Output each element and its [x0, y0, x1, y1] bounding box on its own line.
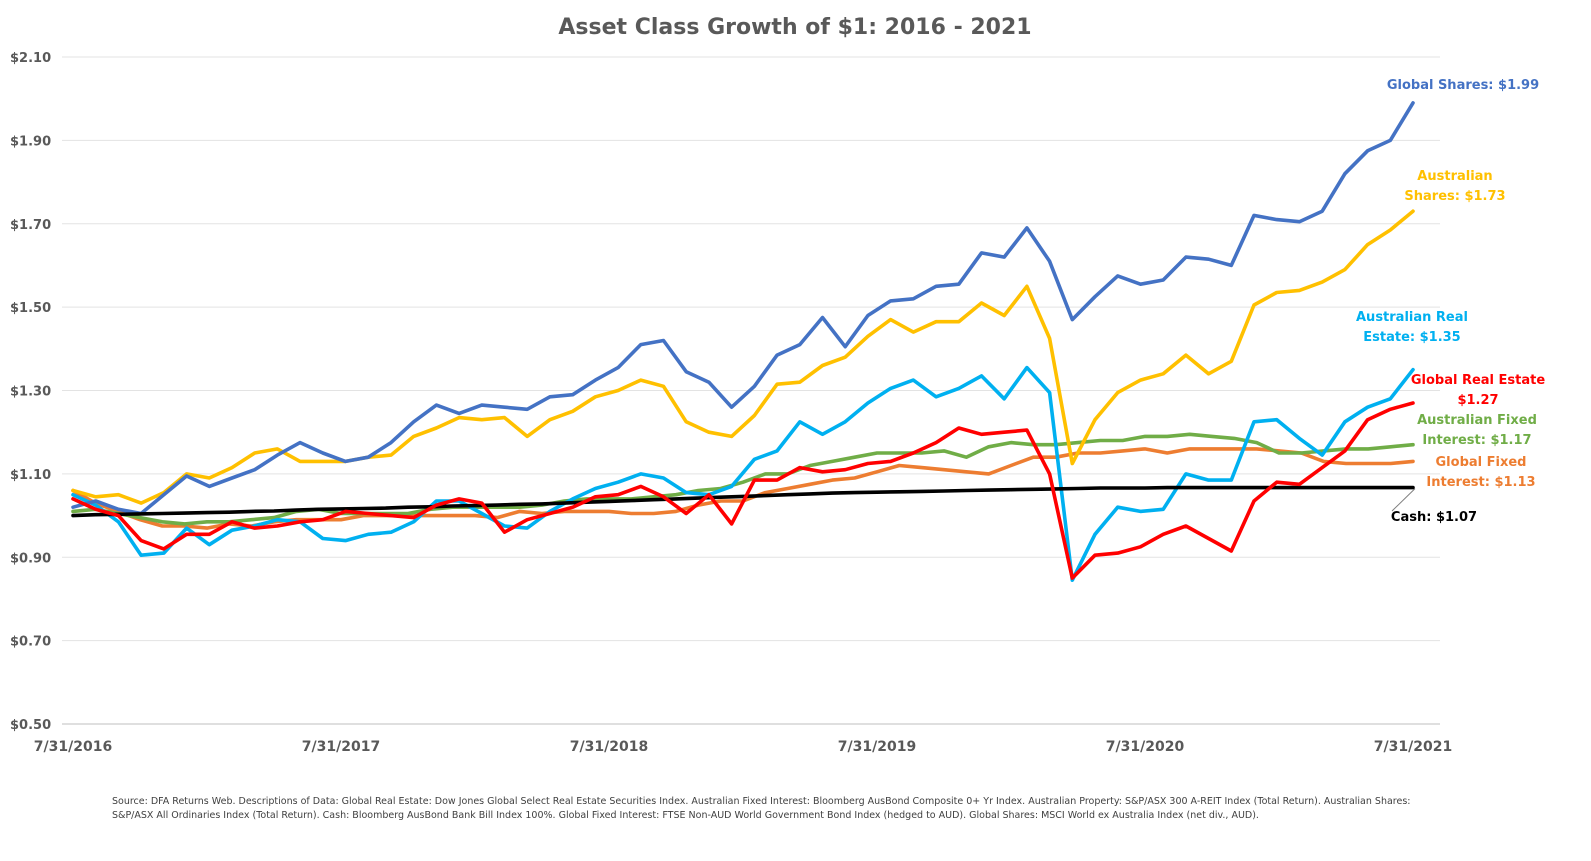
y-tick-label: $1.50	[10, 301, 51, 316]
end-labels: Global Shares: $1.99 Australian Shares: $1…	[1356, 78, 1545, 525]
end-label-5: Global Fixed Interest: $1.13	[1426, 455, 1535, 490]
end-label-3: Global Real Estate $1.27	[1411, 373, 1546, 408]
end-label-6: Cash: $1.07	[1391, 510, 1477, 525]
y-tick-label: $0.50	[10, 718, 51, 733]
end-label-4: Australian Fixed Interest: $1.17	[1417, 413, 1537, 448]
series-line-3	[71, 209, 1415, 505]
x-tick-label: 7/31/2020	[1106, 739, 1185, 755]
series-line-4	[71, 101, 1415, 516]
x-tick-label: 7/31/2021	[1374, 739, 1452, 755]
source-note-line-2: S&P/ASX All Ordinaries Index (Total Retu…	[112, 810, 1259, 821]
end-label-2: Australian Real Estate: $1.35	[1356, 310, 1468, 345]
x-tick-label: 7/31/2016	[34, 739, 112, 755]
x-tick-label: 7/31/2018	[570, 739, 648, 755]
y-tick-label: $0.70	[10, 635, 51, 650]
source-note-line-1: Source: DFA Returns Web. Descriptions of…	[112, 796, 1411, 807]
y-tick-label: $1.90	[10, 134, 51, 149]
series-line-6	[71, 401, 1415, 580]
x-axis: 7/31/2016 7/31/2017 7/31/2018 7/31/2019 7/31…	[34, 739, 1452, 755]
end-label-1: Australian Shares: $1.73	[1404, 169, 1505, 204]
y-tick-label: $0.90	[10, 551, 51, 566]
x-tick-label: 7/31/2017	[302, 739, 380, 755]
chart-title: Asset Class Growth of $1: 2016 - 2021	[558, 15, 1031, 40]
y-tick-label: $2.10	[10, 51, 51, 66]
series-lines	[71, 101, 1415, 583]
series-line-5	[71, 485, 1415, 518]
cash-leader-line	[1391, 488, 1416, 512]
end-label-0: Global Shares: $1.99	[1387, 78, 1539, 93]
y-axis: $0.50 $0.70 $0.90 $1.10 $1.30 $1.50 $1.70 $1.90…	[10, 51, 51, 733]
x-tick-label: 7/31/2019	[838, 739, 916, 755]
y-tick-label: $1.30	[10, 385, 51, 400]
y-tick-label: $1.10	[10, 468, 51, 483]
y-tick-label: $1.70	[10, 218, 51, 233]
